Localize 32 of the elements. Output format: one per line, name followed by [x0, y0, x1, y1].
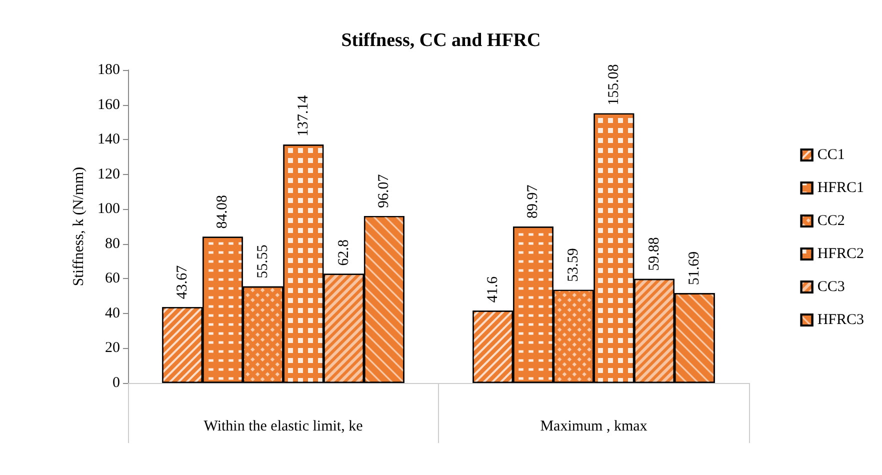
data-label: 96.07 [376, 174, 392, 208]
y-tick-label: 100 [98, 201, 120, 218]
data-label: 59.88 [646, 237, 662, 271]
data-label: 55.55 [255, 244, 272, 278]
y-tick-label: 80 [105, 236, 120, 252]
legend-label: CC1 [817, 147, 845, 163]
data-label: 53.59 [566, 248, 582, 282]
legend-label: HFRC1 [817, 180, 864, 196]
data-label: 62.8 [336, 240, 352, 266]
y-tick-label: 120 [98, 166, 120, 182]
data-label: 51.69 [686, 251, 703, 286]
y-tick-label: 40 [105, 305, 120, 322]
y-tick-label: 180 [98, 62, 120, 78]
y-tick-label: 160 [98, 96, 120, 113]
y-tick-label: 60 [105, 270, 120, 287]
legend-label: HFRC3 [817, 312, 864, 328]
legend-label: CC3 [817, 279, 845, 295]
data-label: 155.08 [606, 64, 622, 106]
y-tick-label: 140 [98, 132, 120, 148]
x-tick-label: Maximum , kmax [540, 418, 648, 434]
data-label: 43.67 [174, 264, 190, 300]
y-axis-title: Stiffness, k (N/mm) [71, 166, 88, 286]
data-label: 84.08 [214, 195, 231, 229]
y-tick-label: 20 [105, 340, 120, 356]
legend-label: CC2 [817, 213, 845, 229]
x-tick-label: Within the elastic limit, ke [204, 418, 364, 434]
data-label: 137.14 [295, 94, 312, 137]
legend-label: HFRC2 [817, 246, 864, 262]
y-tick-label: 0 [112, 375, 120, 391]
chart-title: Stiffness, CC and HFRC [341, 30, 541, 51]
data-label: 41.6 [484, 276, 501, 303]
data-label: 89.97 [525, 184, 542, 219]
